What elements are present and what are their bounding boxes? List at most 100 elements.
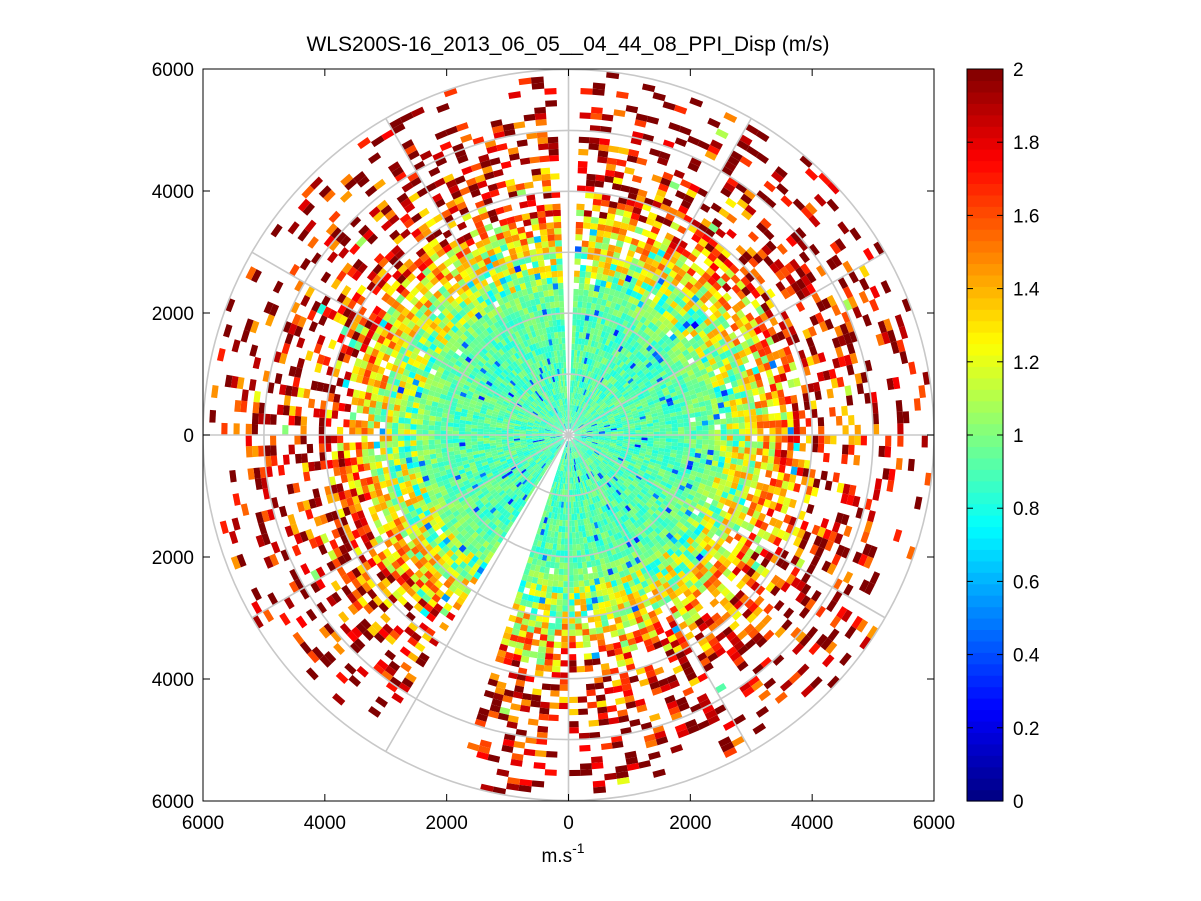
data-cell	[580, 481, 584, 489]
data-cell	[592, 436, 599, 439]
data-cell	[628, 443, 635, 447]
data-cell	[755, 284, 766, 296]
data-cell	[600, 506, 606, 513]
data-cell	[495, 511, 502, 519]
data-cell	[578, 148, 589, 156]
data-cell	[541, 445, 547, 450]
data-cell	[899, 351, 909, 365]
data-cell	[603, 556, 610, 564]
data-cell	[575, 420, 580, 426]
data-cell	[573, 411, 577, 418]
data-cell	[614, 519, 621, 527]
data-cell	[674, 723, 688, 733]
data-cell	[511, 659, 521, 668]
data-cell	[645, 556, 654, 565]
data-cell	[553, 475, 557, 482]
data-cell	[530, 451, 537, 456]
data-cell	[584, 314, 590, 322]
data-cell	[665, 380, 673, 387]
data-cell	[618, 634, 628, 642]
data-cell	[750, 551, 760, 562]
data-cell	[508, 507, 515, 514]
data-cell	[611, 295, 619, 304]
data-cell	[842, 286, 854, 299]
data-cell	[601, 470, 607, 476]
data-cell	[713, 419, 721, 425]
data-cell	[621, 401, 628, 407]
data-cell	[677, 446, 684, 452]
data-cell	[874, 478, 883, 491]
data-cell	[569, 386, 572, 393]
data-cell	[561, 629, 569, 637]
data-cell	[581, 409, 586, 415]
data-cell	[697, 467, 705, 474]
data-cell	[486, 495, 494, 502]
data-cell	[695, 448, 702, 454]
data-cell	[593, 360, 599, 368]
data-cell	[663, 409, 670, 415]
data-cell	[681, 455, 689, 461]
data-cell	[493, 472, 500, 478]
data-cell	[624, 587, 633, 596]
data-cell	[826, 198, 840, 212]
data-cell	[808, 345, 818, 356]
data-cell	[597, 706, 608, 714]
data-cell	[642, 486, 650, 493]
data-cell	[576, 513, 581, 520]
data-cell	[630, 585, 638, 594]
data-cell	[604, 483, 610, 490]
data-cell	[712, 578, 722, 589]
data-cell	[602, 498, 609, 505]
data-cell	[598, 472, 604, 479]
data-cell	[573, 501, 577, 508]
data-cell	[587, 352, 593, 359]
data-cell	[619, 589, 627, 598]
data-cell	[754, 341, 764, 351]
data-cell	[842, 425, 849, 435]
data-cell	[373, 632, 386, 644]
data-cell	[799, 443, 806, 452]
data-cell	[665, 212, 676, 222]
data-cell	[683, 439, 691, 444]
data-cell	[557, 482, 561, 489]
data-cell	[748, 257, 759, 268]
data-cell	[623, 293, 631, 302]
data-cell	[731, 556, 741, 567]
data-cell	[426, 501, 435, 510]
data-cell	[639, 316, 647, 324]
data-cell	[574, 432, 581, 435]
data-cell	[578, 482, 582, 489]
data-cell	[582, 351, 587, 358]
data-cell	[571, 331, 576, 338]
data-cell	[600, 299, 608, 307]
data-cell	[682, 413, 690, 419]
data-cell	[585, 440, 592, 444]
data-cell	[602, 674, 612, 683]
data-cell	[563, 501, 567, 509]
data-cell	[558, 438, 564, 443]
data-cell	[342, 552, 353, 563]
data-cell	[612, 388, 619, 395]
data-cell	[744, 447, 751, 455]
data-cell	[883, 318, 893, 332]
data-cell	[681, 532, 690, 541]
data-cell	[750, 561, 761, 572]
data-cell	[619, 493, 626, 501]
data-cell	[560, 538, 565, 545]
data-cell	[886, 377, 895, 391]
data-cell	[582, 326, 588, 334]
data-cell	[593, 452, 599, 457]
data-cell	[577, 562, 583, 569]
data-cell	[694, 491, 703, 500]
data-cell	[688, 337, 697, 346]
data-cell	[615, 445, 623, 449]
data-cell	[815, 264, 827, 277]
data-cell	[613, 572, 621, 580]
data-cell	[697, 140, 711, 151]
data-cell	[817, 443, 825, 453]
data-cell	[527, 467, 534, 474]
data-cell	[560, 464, 564, 471]
data-cell	[600, 512, 606, 520]
data-cell	[653, 440, 660, 445]
data-cell	[631, 364, 639, 372]
